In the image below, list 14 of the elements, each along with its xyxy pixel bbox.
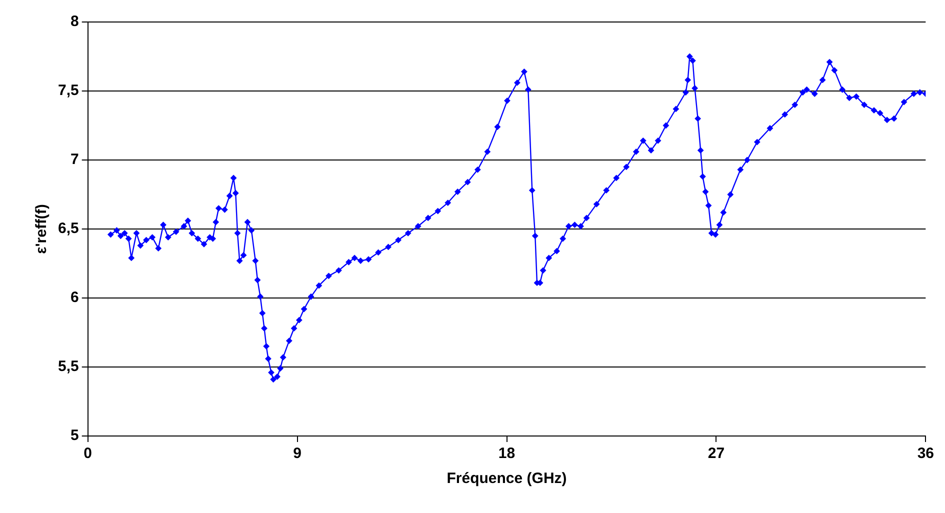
y-tick-label: 5 <box>70 427 79 444</box>
x-tick-label: 0 <box>84 445 92 462</box>
y-tick-label: 7 <box>70 151 79 168</box>
y-tick-label: 6,5 <box>58 220 79 238</box>
y-tick-label: 8 <box>70 13 79 30</box>
x-tick-label: 36 <box>917 445 934 462</box>
y-axis-title: ε'reff(f) <box>33 204 50 254</box>
y-tick-label: 5,5 <box>58 358 79 376</box>
x-tick-label: 27 <box>708 445 725 462</box>
y-tick-label: 6 <box>70 289 79 306</box>
y-tick-label: 7,5 <box>58 82 79 100</box>
x-tick-label: 18 <box>498 445 516 462</box>
x-axis-title: Fréquence (GHz) <box>446 470 567 488</box>
x-tick-label: 9 <box>293 445 302 462</box>
